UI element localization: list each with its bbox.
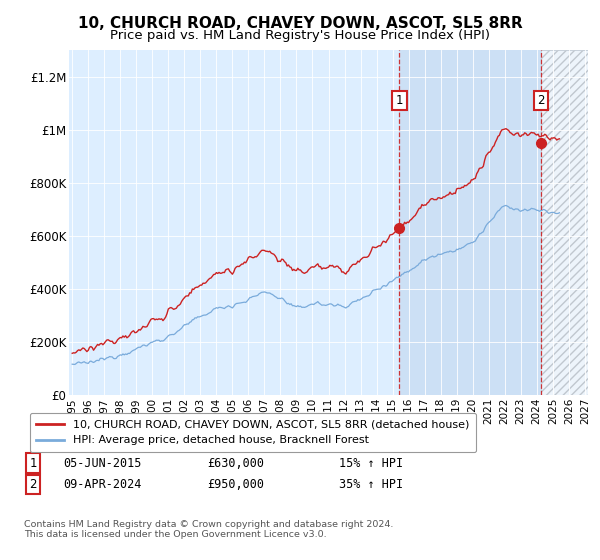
Text: 1: 1 xyxy=(29,456,37,470)
Text: Price paid vs. HM Land Registry's House Price Index (HPI): Price paid vs. HM Land Registry's House … xyxy=(110,29,490,42)
Text: £950,000: £950,000 xyxy=(207,478,264,491)
Legend: 10, CHURCH ROAD, CHAVEY DOWN, ASCOT, SL5 8RR (detached house), HPI: Average pric: 10, CHURCH ROAD, CHAVEY DOWN, ASCOT, SL5… xyxy=(29,413,476,452)
Text: Contains HM Land Registry data © Crown copyright and database right 2024.
This d: Contains HM Land Registry data © Crown c… xyxy=(24,520,394,539)
Bar xyxy=(541,50,588,395)
Text: 2: 2 xyxy=(29,478,37,491)
Text: 10, CHURCH ROAD, CHAVEY DOWN, ASCOT, SL5 8RR: 10, CHURCH ROAD, CHAVEY DOWN, ASCOT, SL5… xyxy=(77,16,523,31)
Text: 1: 1 xyxy=(396,94,403,107)
Text: 15% ↑ HPI: 15% ↑ HPI xyxy=(339,456,403,470)
Bar xyxy=(400,50,588,395)
Bar xyxy=(541,50,588,395)
Text: 2: 2 xyxy=(538,94,545,107)
Text: 09-APR-2024: 09-APR-2024 xyxy=(63,478,142,491)
Text: 05-JUN-2015: 05-JUN-2015 xyxy=(63,456,142,470)
Text: £630,000: £630,000 xyxy=(207,456,264,470)
Text: 35% ↑ HPI: 35% ↑ HPI xyxy=(339,478,403,491)
